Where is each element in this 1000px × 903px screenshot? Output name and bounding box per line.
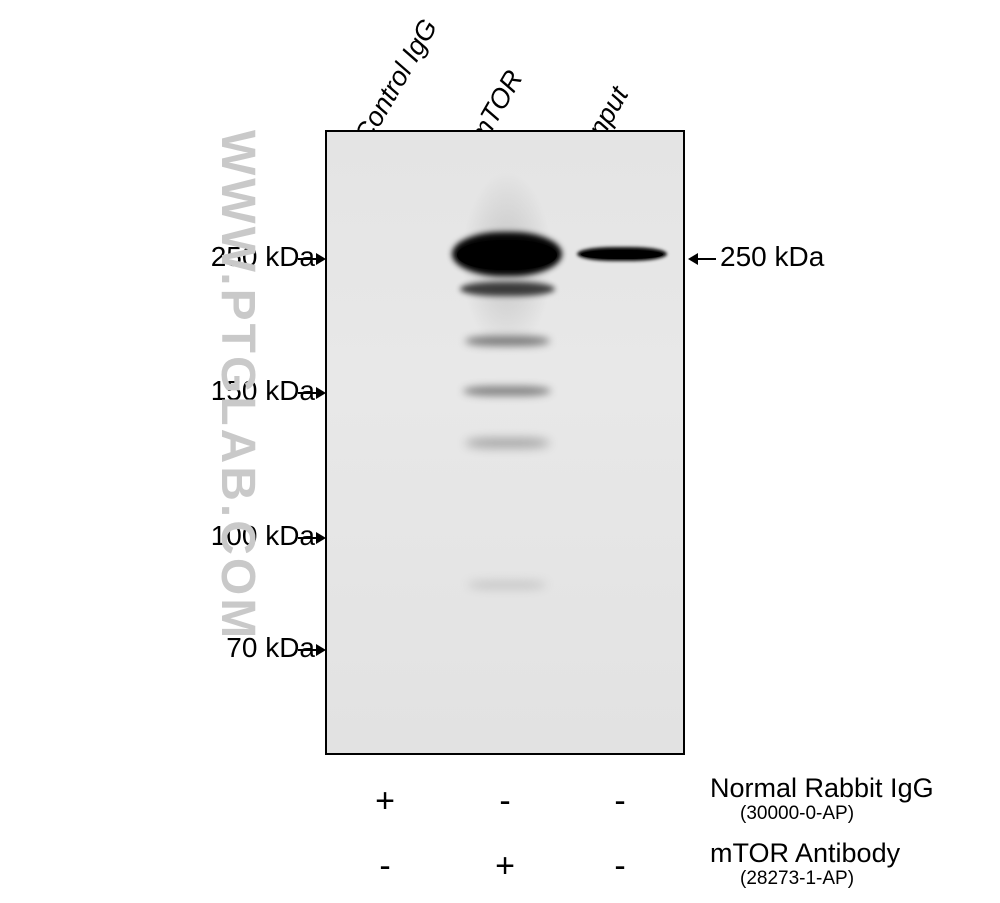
mw-arrow-icon [298, 250, 326, 268]
mw-arrow-icon [298, 529, 326, 547]
watermark-text: WWW.PTGLAB.COM [210, 130, 265, 641]
row1-label: Normal Rabbit IgG [710, 773, 934, 804]
band-lane2-sub1 [460, 282, 555, 296]
pm-r1c1: + [365, 782, 405, 821]
band-lane2-sub2 [465, 336, 550, 346]
row1-sub: (30000-0-AP) [740, 803, 854, 825]
pm-r1c3: - [600, 782, 640, 821]
right-arrow-icon [688, 250, 716, 268]
blot-membrane [325, 130, 685, 755]
band-input-250kda-core [581, 250, 663, 259]
row2-sub: (28273-1-AP) [740, 868, 854, 890]
band-lane2-sub5 [467, 581, 547, 589]
mw-label-right-250: 250 kDa [720, 241, 824, 273]
mw-arrow-icon [298, 384, 326, 402]
pm-r1c2: - [485, 782, 525, 821]
band-lane2-sub3 [463, 386, 551, 396]
band-mtor-250kda-core [457, 240, 557, 270]
mw-arrow-icon [298, 641, 326, 659]
pm-r2c1: - [365, 847, 405, 886]
pm-r2c3: - [600, 847, 640, 886]
lane-label-control-igg: Control IgG [348, 14, 444, 149]
pm-r2c2: + [485, 847, 525, 886]
row2-label: mTOR Antibody [710, 838, 900, 869]
figure-container: WWW.PTGLAB.COM Control IgG mTOR Input 25… [0, 0, 1000, 903]
band-lane2-sub4 [465, 438, 550, 448]
